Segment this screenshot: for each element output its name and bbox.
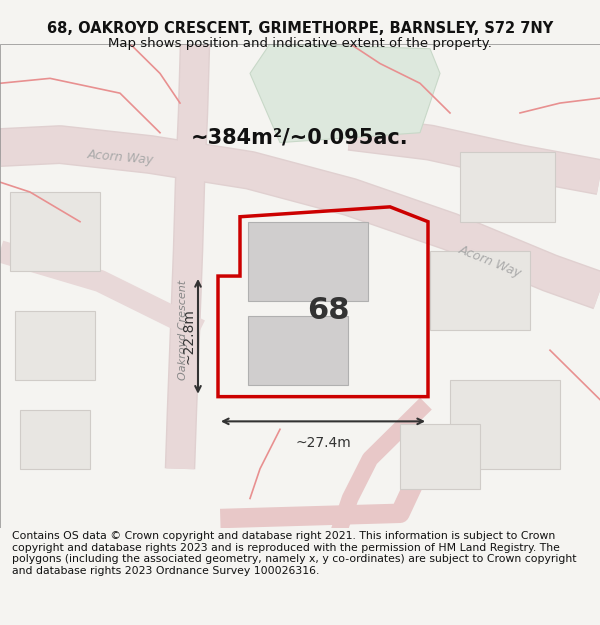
Text: ~27.4m: ~27.4m <box>295 436 351 450</box>
Text: ~22.8m: ~22.8m <box>182 308 196 364</box>
Bar <box>430 251 530 331</box>
Text: ~384m²/~0.095ac.: ~384m²/~0.095ac. <box>191 127 409 148</box>
Text: Acorn Way: Acorn Way <box>86 148 154 167</box>
Bar <box>15 311 95 380</box>
Text: Oakroyd Crescent: Oakroyd Crescent <box>178 281 188 381</box>
Bar <box>248 316 348 385</box>
Bar <box>400 424 480 489</box>
Bar <box>450 380 560 469</box>
Text: Contains OS data © Crown copyright and database right 2021. This information is : Contains OS data © Crown copyright and d… <box>12 531 577 576</box>
Bar <box>460 152 555 222</box>
Bar <box>0 44 600 528</box>
Bar <box>20 409 90 469</box>
Text: Map shows position and indicative extent of the property.: Map shows position and indicative extent… <box>108 38 492 50</box>
Text: Acorn Way: Acorn Way <box>457 242 523 280</box>
Bar <box>248 222 368 301</box>
Text: 68, OAKROYD CRESCENT, GRIMETHORPE, BARNSLEY, S72 7NY: 68, OAKROYD CRESCENT, GRIMETHORPE, BARNS… <box>47 21 553 36</box>
Text: 68: 68 <box>307 296 349 325</box>
Bar <box>10 192 100 271</box>
Polygon shape <box>250 44 440 142</box>
